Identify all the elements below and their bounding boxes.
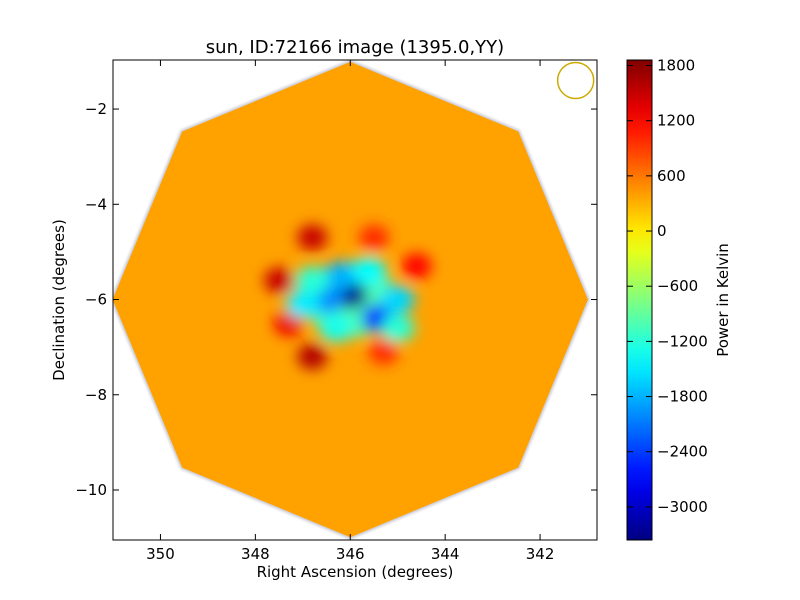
y-axis-label: Declination (degrees)	[50, 219, 68, 381]
x-tick-label: 348	[241, 545, 270, 563]
bright-feature	[368, 338, 399, 365]
colorbar-tick-label: 0	[657, 222, 667, 240]
dark-feature	[352, 256, 387, 285]
dark-feature	[380, 314, 415, 343]
dark-feature	[380, 285, 415, 314]
y-axis-ticks: −2 −4 −6 −8 −10	[75, 100, 597, 499]
bright-feature	[358, 224, 389, 251]
x-tick-label: 344	[431, 545, 460, 563]
y-tick-label: −4	[85, 195, 107, 213]
colorbar	[626, 59, 653, 541]
colorbar-tick-label: 600	[657, 167, 686, 185]
colorbar-tick-label: −2400	[657, 443, 708, 461]
dark-feature	[319, 314, 354, 343]
x-tick-label: 346	[336, 545, 365, 563]
colorbar-label: Power in Kelvin	[714, 243, 732, 357]
bright-feature	[264, 267, 295, 294]
bright-feature	[297, 224, 328, 251]
colorbar-tick-label: −1800	[657, 388, 708, 406]
colorbar-tick-label: −3000	[657, 498, 708, 516]
emission-features	[264, 224, 432, 370]
chart-title: sun, ID:72166 image (1395.0,YY)	[206, 37, 504, 58]
y-tick-label: −6	[85, 291, 107, 309]
bright-feature	[297, 343, 328, 370]
colorbar-tick-label: 1200	[657, 112, 695, 130]
y-tick-label: −10	[75, 481, 107, 499]
dark-feature	[295, 266, 330, 295]
bright-feature	[401, 253, 432, 280]
x-axis-ticks: 350 348 346 344 342	[146, 60, 554, 563]
colorbar-tick-label: −1200	[657, 332, 708, 350]
heatmap-image	[113, 60, 595, 540]
colorbar-ticks: 1800 1200 600 0 −600 −1200 −1800 −2400 −3000	[627, 57, 708, 516]
x-tick-label: 350	[146, 545, 175, 563]
beam-circle	[556, 61, 595, 100]
dark-feature	[285, 290, 320, 319]
x-axis-label: Right Ascension (degrees)	[257, 563, 454, 581]
colorbar-tick-label: 1800	[657, 57, 695, 75]
colorbar-tick-label: −600	[657, 277, 698, 295]
y-tick-label: −2	[85, 100, 107, 118]
y-tick-label: −8	[85, 386, 107, 404]
dark-feature	[323, 261, 358, 290]
x-tick-label: 342	[526, 545, 555, 563]
